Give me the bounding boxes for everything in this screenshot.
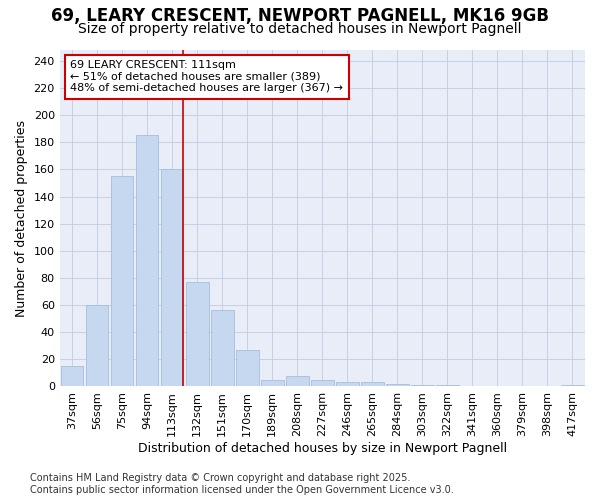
- Bar: [136, 136, 158, 386]
- Bar: [336, 382, 359, 386]
- Bar: [261, 380, 284, 386]
- Bar: [61, 366, 83, 386]
- Bar: [436, 385, 458, 386]
- Bar: [361, 382, 383, 386]
- Bar: [111, 176, 133, 386]
- Bar: [211, 310, 233, 386]
- Bar: [186, 282, 209, 387]
- Bar: [311, 380, 334, 386]
- Text: 69, LEARY CRESCENT, NEWPORT PAGNELL, MK16 9GB: 69, LEARY CRESCENT, NEWPORT PAGNELL, MK1…: [51, 8, 549, 26]
- Bar: [86, 305, 109, 386]
- Bar: [161, 170, 184, 386]
- Bar: [236, 350, 259, 387]
- Text: 69 LEARY CRESCENT: 111sqm
← 51% of detached houses are smaller (389)
48% of semi: 69 LEARY CRESCENT: 111sqm ← 51% of detac…: [70, 60, 343, 94]
- Bar: [561, 385, 584, 386]
- Bar: [286, 376, 308, 386]
- Text: Size of property relative to detached houses in Newport Pagnell: Size of property relative to detached ho…: [78, 22, 522, 36]
- Text: Contains HM Land Registry data © Crown copyright and database right 2025.
Contai: Contains HM Land Registry data © Crown c…: [30, 474, 454, 495]
- Bar: [386, 384, 409, 386]
- Y-axis label: Number of detached properties: Number of detached properties: [15, 120, 28, 316]
- Bar: [411, 385, 434, 386]
- X-axis label: Distribution of detached houses by size in Newport Pagnell: Distribution of detached houses by size …: [138, 442, 507, 455]
